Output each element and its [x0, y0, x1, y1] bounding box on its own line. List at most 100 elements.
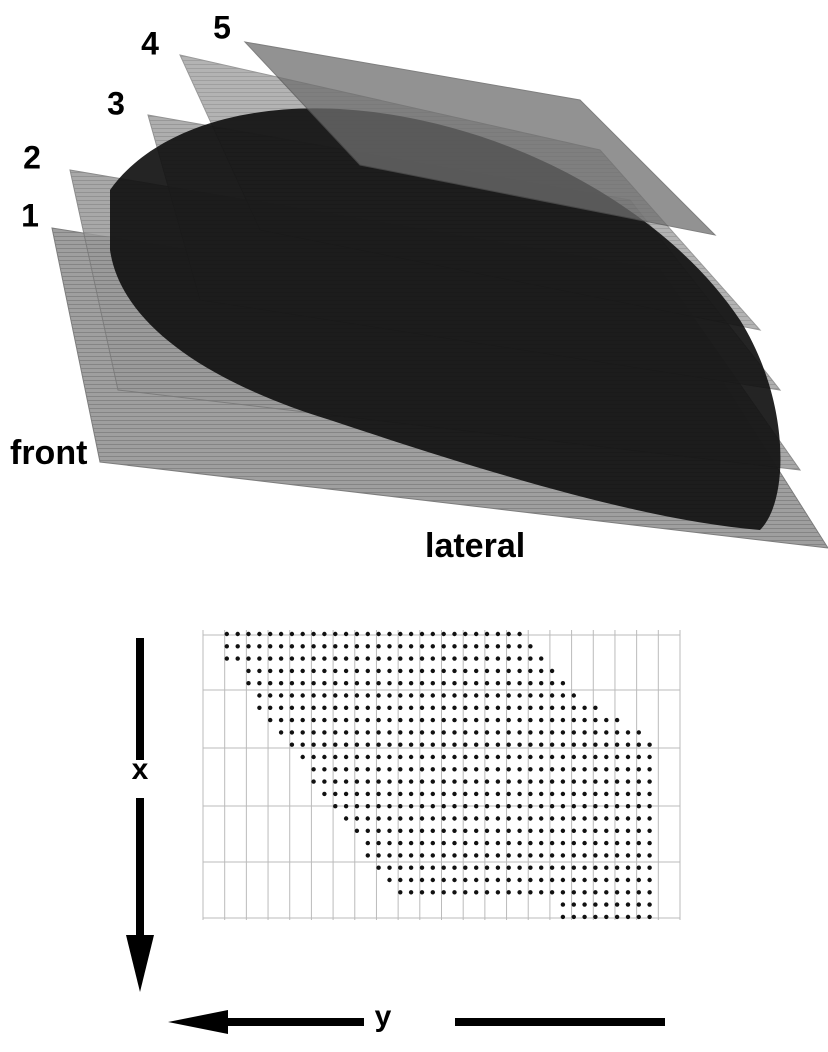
grid-point [507, 878, 511, 882]
grid-point [431, 755, 435, 759]
grid-point [301, 644, 305, 648]
grid-point [398, 743, 402, 747]
grid-point [279, 730, 283, 734]
grid-point [496, 632, 500, 636]
grid-point [550, 718, 554, 722]
grid-point [474, 804, 478, 808]
grid-point [550, 706, 554, 710]
grid-point [604, 779, 608, 783]
grid-point [626, 792, 630, 796]
grid-point [626, 743, 630, 747]
grid-point [647, 829, 651, 833]
grid-point [582, 767, 586, 771]
grid-point [539, 767, 543, 771]
grid-point [507, 890, 511, 894]
grid-point [582, 743, 586, 747]
grid-point [420, 718, 424, 722]
y-axis-label: y [375, 1000, 392, 1033]
grid-point [463, 656, 467, 660]
grid-point [539, 681, 543, 685]
grid-point [561, 706, 565, 710]
grid-point [355, 730, 359, 734]
grid-point [485, 632, 489, 636]
grid-point [463, 853, 467, 857]
grid-point [366, 730, 370, 734]
grid-point [474, 644, 478, 648]
grid-point [615, 804, 619, 808]
grid-point [333, 743, 337, 747]
grid-point [398, 816, 402, 820]
grid-point [366, 743, 370, 747]
grid-point [474, 792, 478, 796]
grid-point [561, 693, 565, 697]
grid-point [572, 743, 576, 747]
grid-point [409, 767, 413, 771]
grid-point [398, 841, 402, 845]
arrow-head [126, 935, 154, 992]
grid-point [517, 767, 521, 771]
grid-point [517, 681, 521, 685]
grid-point [409, 669, 413, 673]
grid-point [398, 718, 402, 722]
grid-point [442, 743, 446, 747]
grid-point [452, 755, 456, 759]
grid-point [604, 816, 608, 820]
grid-point [647, 804, 651, 808]
grid-point [333, 693, 337, 697]
grid-point [442, 779, 446, 783]
grid-point [572, 902, 576, 906]
grid-point [442, 730, 446, 734]
grid-point [420, 792, 424, 796]
grid-point [420, 804, 424, 808]
grid-point [409, 644, 413, 648]
grid-point [528, 706, 532, 710]
grid-point [431, 804, 435, 808]
grid-point [496, 890, 500, 894]
grid-point [626, 829, 630, 833]
grid-point [550, 829, 554, 833]
grid-point [420, 853, 424, 857]
grid-point [593, 915, 597, 919]
grid-point [452, 669, 456, 673]
grid-point [376, 755, 380, 759]
grid-point [322, 656, 326, 660]
grid-point [442, 878, 446, 882]
grid-point [268, 644, 272, 648]
grid-point [496, 866, 500, 870]
grid-point [528, 890, 532, 894]
grid-point [322, 632, 326, 636]
grid-point [517, 656, 521, 660]
grid [203, 630, 680, 920]
grid-point [539, 743, 543, 747]
grid-point [593, 902, 597, 906]
grid-point [322, 644, 326, 648]
grid-point [333, 669, 337, 673]
grid-point [561, 902, 565, 906]
grid-point [615, 743, 619, 747]
grid-point [647, 890, 651, 894]
grid-point [647, 902, 651, 906]
grid-point [528, 743, 532, 747]
grid-point [376, 730, 380, 734]
grid-point [420, 841, 424, 845]
grid-point [463, 878, 467, 882]
grid-point [604, 902, 608, 906]
grid-point [398, 767, 402, 771]
grid-point [398, 829, 402, 833]
grid-point [290, 693, 294, 697]
grid-point [593, 841, 597, 845]
layer-label: 3 [107, 85, 125, 121]
grid-point [257, 669, 261, 673]
grid-point [355, 767, 359, 771]
grid-point [463, 706, 467, 710]
grid-point [496, 656, 500, 660]
grid-point [604, 718, 608, 722]
grid-point [647, 755, 651, 759]
grid-point [572, 853, 576, 857]
grid-point [637, 853, 641, 857]
grid-point [376, 767, 380, 771]
grid-point [355, 718, 359, 722]
grid-point [593, 718, 597, 722]
grid-point [528, 718, 532, 722]
grid-point [604, 853, 608, 857]
